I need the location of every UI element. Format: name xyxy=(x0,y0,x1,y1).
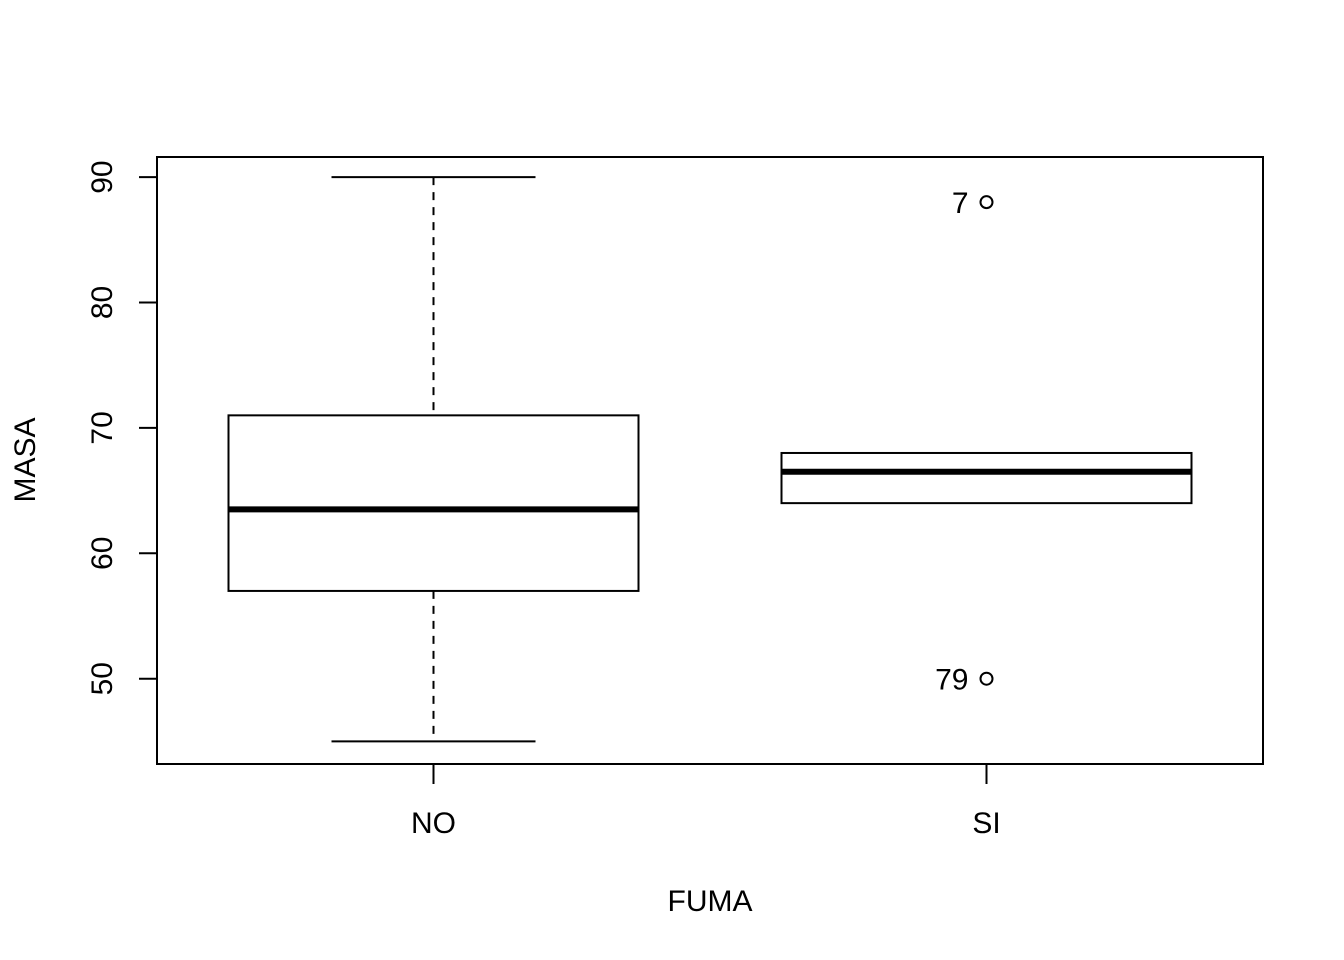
y-tick-label: 90 xyxy=(86,160,119,193)
outlier-point xyxy=(979,195,994,210)
y-tick-label: 70 xyxy=(86,411,119,444)
y-axis: 50 60 70 80 90 xyxy=(86,160,158,695)
x-axis-label: FUMA xyxy=(668,885,753,918)
x-axis: NO SI xyxy=(411,764,1001,840)
x-tick-label: NO xyxy=(411,807,456,840)
y-axis-label: MASA xyxy=(9,417,42,502)
box-si xyxy=(780,451,1193,505)
y-tick-label: 50 xyxy=(86,662,119,695)
outlier-point xyxy=(979,671,994,686)
y-tick-label: 80 xyxy=(86,286,119,319)
box-no xyxy=(227,414,640,592)
outlier-label: 79 xyxy=(935,664,968,697)
boxes: 7 79 xyxy=(227,176,1193,743)
y-tick-label: 60 xyxy=(86,537,119,570)
x-tick-label: SI xyxy=(972,807,1000,840)
outlier-label: 7 xyxy=(952,187,969,220)
